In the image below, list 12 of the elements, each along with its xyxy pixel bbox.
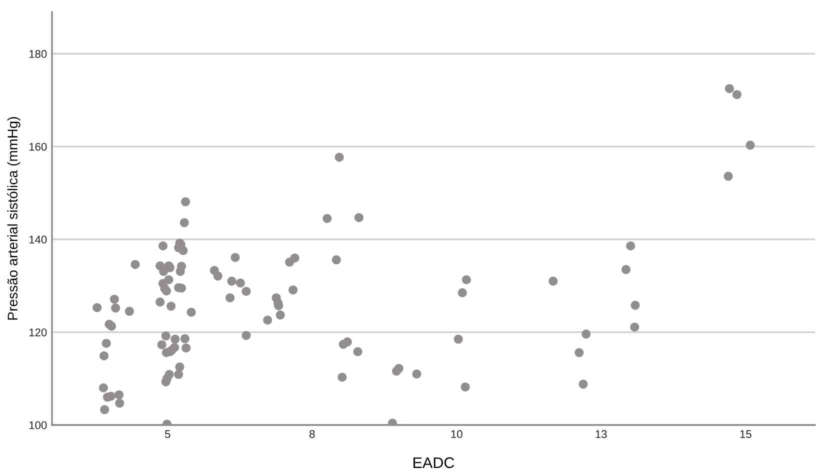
- x-tick-label: 15: [740, 430, 752, 438]
- y-axis-title: Pressão arterial sistólica (mmHg): [7, 117, 20, 320]
- x-tick-label: 5: [164, 430, 170, 438]
- x-tick-label: 10: [451, 430, 462, 438]
- x-tick-label: 8: [310, 430, 315, 438]
- y-tick-label: 180: [29, 50, 47, 58]
- x-axis-title: EADC: [414, 457, 454, 468]
- y-tick-label: 160: [29, 142, 47, 151]
- y-tick-label: 120: [29, 328, 47, 336]
- x-tick-label: 13: [596, 430, 607, 438]
- y-tick-label: 100: [29, 421, 47, 430]
- y-tick-label: 140: [29, 236, 47, 244]
